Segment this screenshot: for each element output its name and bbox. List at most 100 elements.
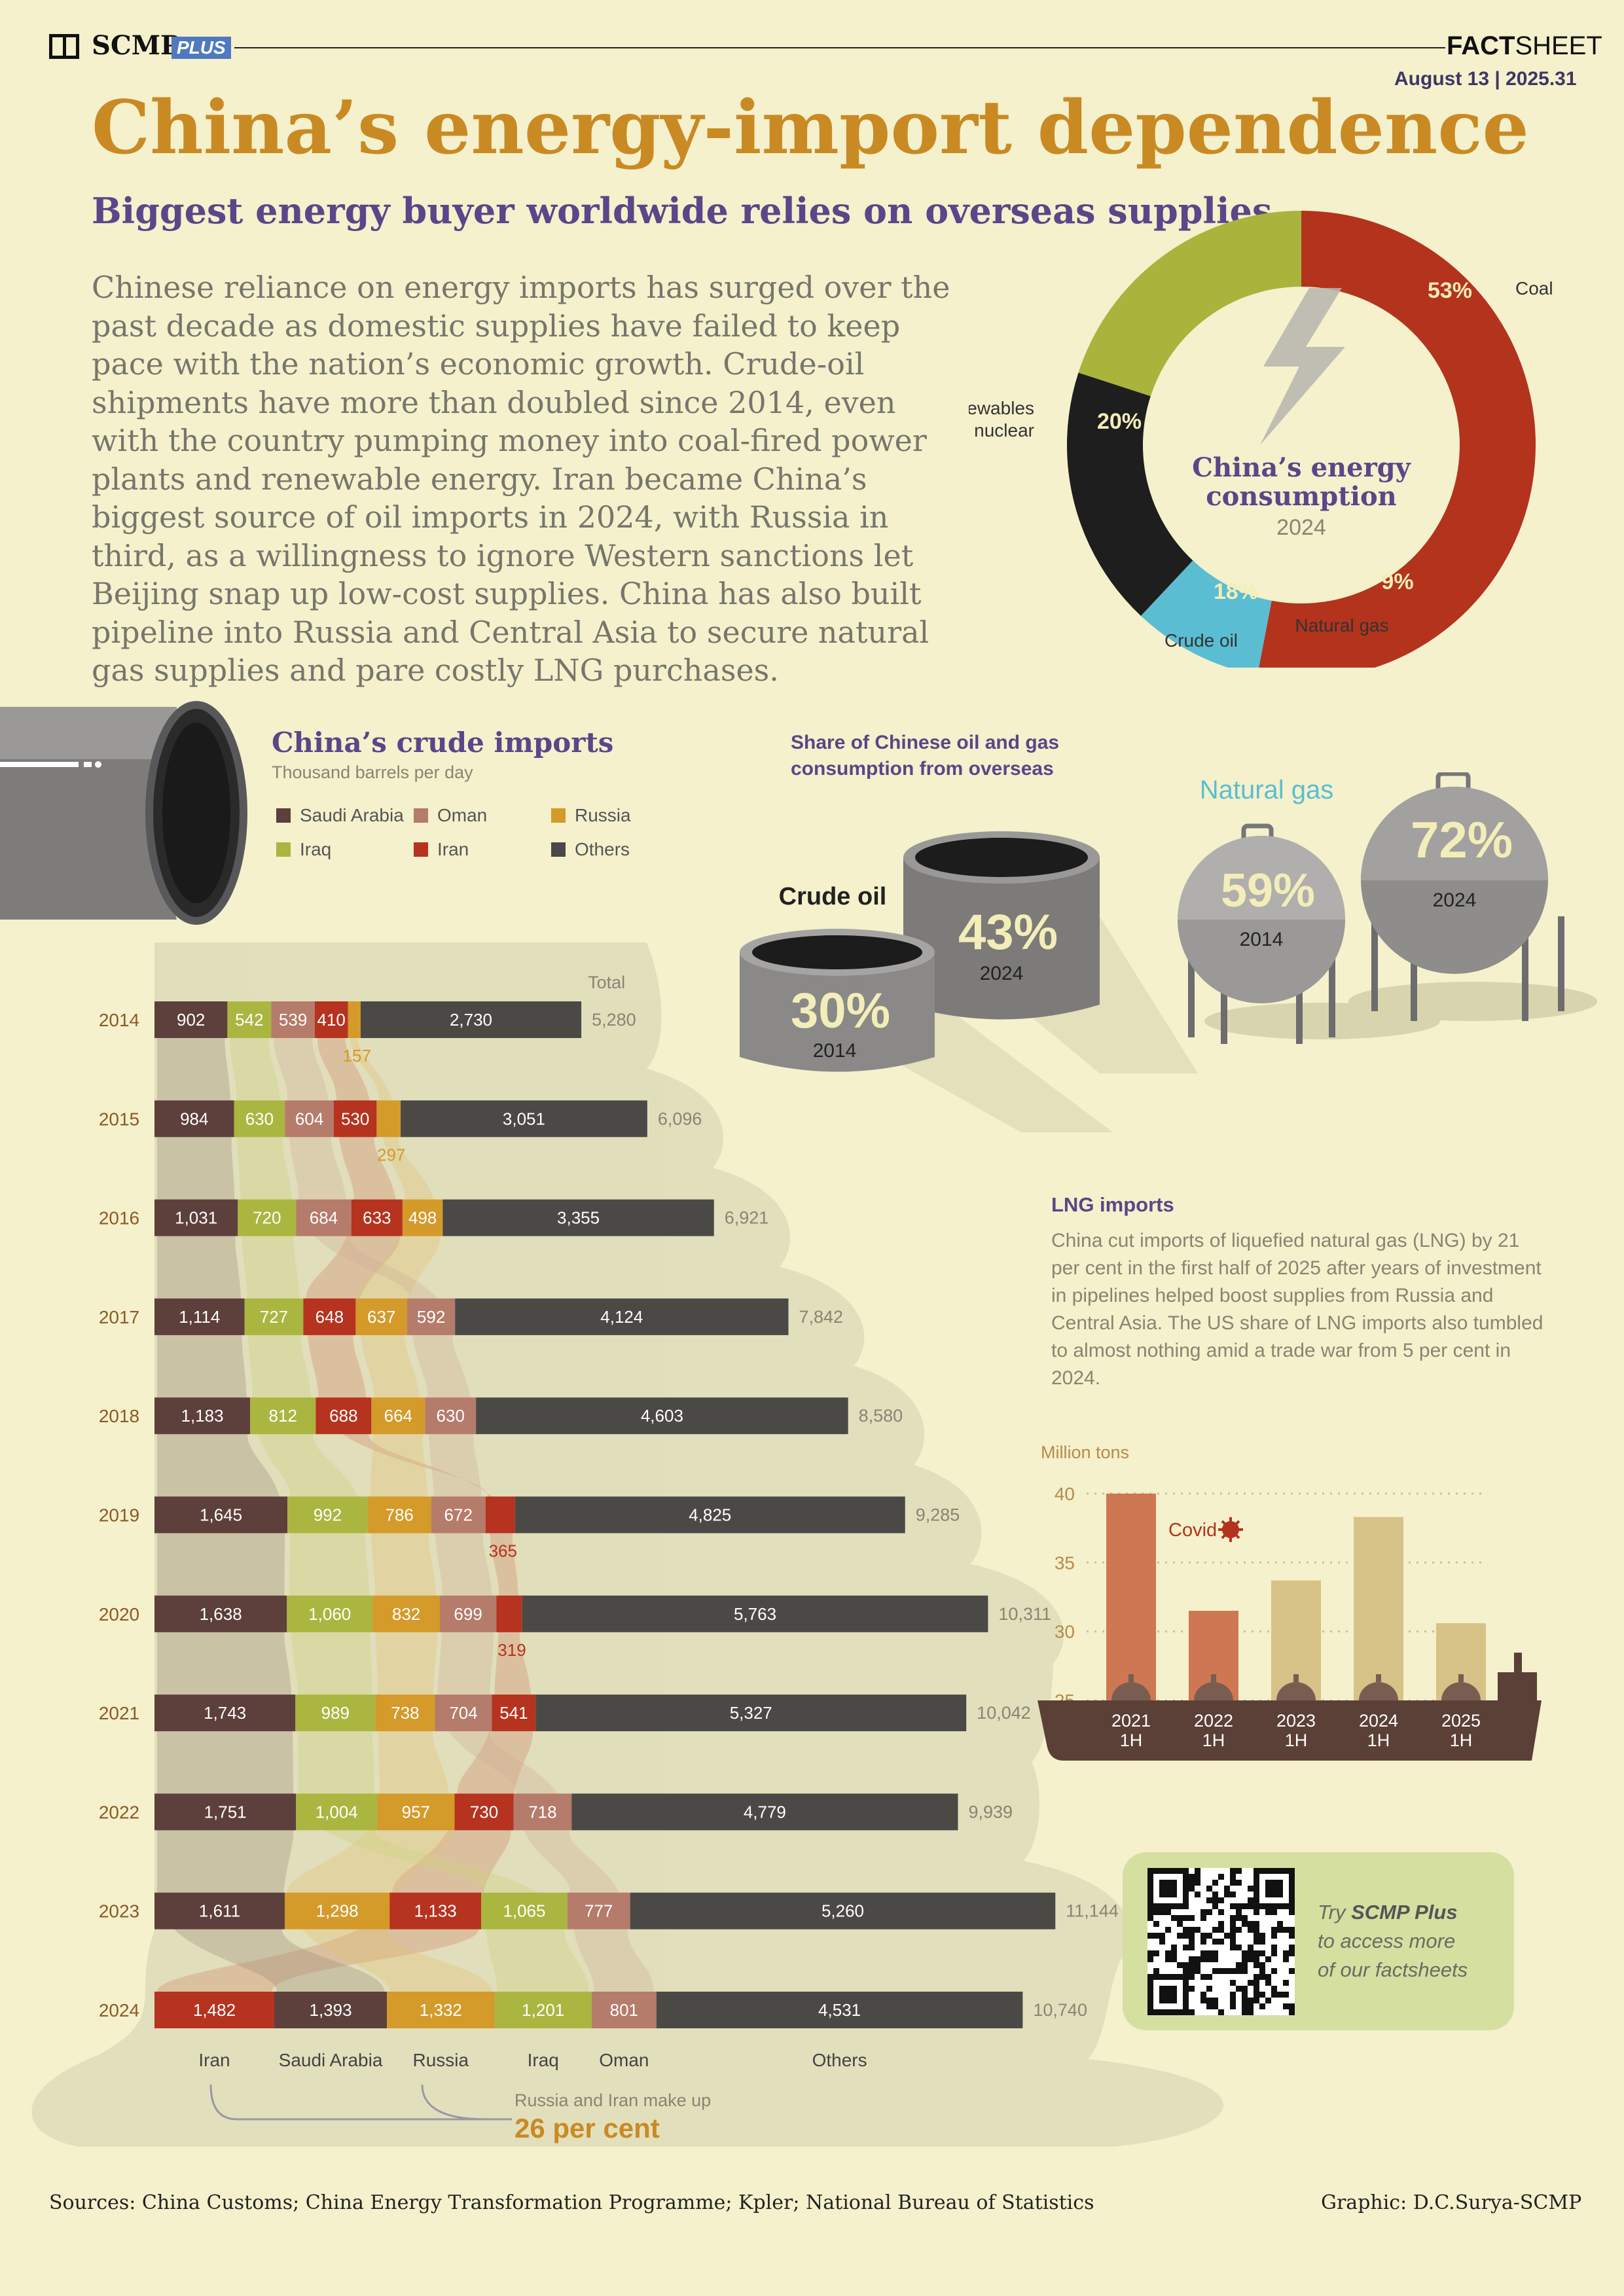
bar-total: 9,939 (968, 1802, 1013, 1821)
header: SCMP PLUS FACTSHEET August 13 | 2025.31 (0, 0, 1624, 98)
bar-total: 10,042 (977, 1703, 1031, 1723)
donut-category-label: Renewables (969, 398, 1034, 418)
crude-2014-value: 30% (791, 983, 890, 1039)
donut-value-label: 53% (1428, 278, 1472, 303)
segment-value: 541 (499, 1703, 528, 1723)
promo-card[interactable]: Try SCMP Plus to access more of our fact… (1123, 1852, 1514, 2030)
bar-segment-oman (407, 1298, 456, 1335)
annotation-bracket (209, 2084, 486, 2121)
country-label: Saudi Arabia (279, 2050, 383, 2070)
segment-value: 1,004 (316, 1802, 358, 1821)
segment-value: 720 (253, 1208, 281, 1228)
year-label: 2023 (99, 1901, 139, 1922)
bar-segment-iraq (234, 1100, 285, 1138)
bar-total: 10,311 (998, 1604, 1051, 1624)
factsheet-rest: SHEET (1515, 31, 1602, 60)
qr-code-icon (1147, 1868, 1295, 2015)
bar-segment-saudi (154, 1298, 245, 1335)
donut-slice-crude_oil (1067, 372, 1194, 616)
legend-item: Iraq (276, 839, 331, 860)
segment-value: 1,133 (414, 1901, 457, 1921)
segment-value: 730 (470, 1802, 498, 1821)
segment-value: 530 (341, 1109, 369, 1128)
bar-segment-russia (375, 1695, 435, 1732)
bar-segment-russia (387, 1992, 495, 2028)
bar-total: 10,740 (1033, 2000, 1087, 2020)
legend-item: Others (551, 839, 630, 860)
lng-x-label: 1H (1367, 1731, 1390, 1750)
year-label: 2022 (99, 1802, 139, 1822)
bar-segment-iran (351, 1199, 403, 1236)
promo-line3: of our factsheets (1318, 1958, 1468, 1981)
legend-swatch (276, 808, 291, 823)
lng-tank (1276, 1682, 1316, 1700)
segment-value: 1,114 (179, 1307, 220, 1327)
bar-segment-oman (271, 1001, 315, 1038)
year-label: 2024 (99, 2000, 139, 2020)
segment-value: 630 (437, 1406, 465, 1426)
ship-mast (1514, 1653, 1522, 1674)
legend-item: Oman (414, 805, 487, 826)
legend-item: Russia (551, 805, 631, 826)
segment-value: 672 (444, 1505, 473, 1525)
bar-segment-others (630, 1892, 1056, 1929)
intro-paragraph: Chinese reliance on energy imports has s… (92, 270, 950, 688)
legend-label: Oman (437, 805, 488, 825)
segment-value: 1,060 (308, 1604, 351, 1624)
bar-total: 6,096 (658, 1109, 702, 1128)
crude-imports-chart: 2014 902 542 539 410 157 2,730 5,280 Total 2015 98… (31, 942, 1223, 2147)
lng-tank-valve (1376, 1674, 1381, 1682)
country-label: Oman (599, 2050, 649, 2070)
issue-date: August 13 | 2025.31 (1394, 68, 1577, 90)
legend-swatch (551, 808, 566, 823)
segment-value: 1,065 (503, 1901, 545, 1921)
legend-swatch (414, 842, 428, 857)
donut-value-label: 18% (1214, 579, 1258, 604)
annotation-line1: Russia and Iran make up (514, 2090, 711, 2110)
donut-category-label: and nuclear (969, 420, 1034, 440)
header-rule (234, 47, 1445, 48)
bar-segment-iraq (287, 1496, 368, 1534)
page-title: China’s energy-import dependence (92, 85, 1529, 171)
lng-tank-valve (1128, 1674, 1134, 1682)
bar-segment-iraq (238, 1199, 297, 1236)
bar-segment-iraq (244, 1298, 304, 1335)
year-label: 2017 (99, 1307, 139, 1327)
lightning-icon (1260, 288, 1345, 445)
segment-value: 704 (449, 1703, 477, 1723)
bar-segment-iraq (494, 1992, 592, 2028)
segment-value: 542 (235, 1010, 263, 1030)
bar-total: 9,285 (916, 1505, 960, 1525)
share-illustration: Crude oil 43% 2024 30% 2014 Natural gas … (740, 772, 1597, 1132)
segment-value: 1,332 (420, 2000, 462, 2020)
promo-line2: to access more (1318, 1929, 1456, 1952)
donut-title-line1: China’s energy (1192, 452, 1412, 483)
bar-row-2024: 2024 1,482 1,393 1,332 1,201 801 4,531 10,740 (99, 1992, 1087, 2028)
lng-x-label: 2022 (1194, 1711, 1233, 1731)
promo-pre: Try (1318, 1901, 1352, 1924)
oil-stream-background (31, 942, 1223, 2147)
segment-value-outside: 365 (489, 1541, 517, 1561)
gas-2014-year: 2014 (1240, 929, 1284, 950)
share-title: Share of Chinese oil and gas consumption… (791, 730, 1059, 782)
bar-segment-iraq (481, 1892, 568, 1929)
country-label: Others (812, 2050, 867, 2070)
segment-value: 539 (279, 1010, 307, 1030)
lng-chart: 25303540 20211H20221H20231H20241H20251H … (1038, 1484, 1542, 1761)
legend-item: Saudi Arabia (276, 805, 404, 826)
donut-category-label: Crude oil (1164, 630, 1238, 651)
bar-segment-oman (439, 1595, 497, 1632)
page-subtitle: Biggest energy buyer worldwide relies on… (92, 190, 1272, 232)
segment-value: 777 (585, 1901, 613, 1921)
factsheet-label: FACTSHEET (1447, 31, 1602, 61)
segment-value: 1,183 (181, 1406, 224, 1426)
segment-value: 5,327 (730, 1703, 772, 1723)
bar-segment-oman (285, 1100, 334, 1138)
bar-segment-others (476, 1397, 848, 1435)
bar-row-2014: 2014 902 542 539 410 157 2,730 5,280 Total (99, 973, 636, 1066)
crude-legend: Saudi Arabia Oman Russia Iraq Iran Others (276, 805, 643, 870)
brand-badge: PLUS (171, 37, 231, 59)
qr-code[interactable] (1147, 1868, 1295, 2015)
bar-segment-others (522, 1595, 988, 1632)
year-label: 2021 (99, 1703, 139, 1723)
